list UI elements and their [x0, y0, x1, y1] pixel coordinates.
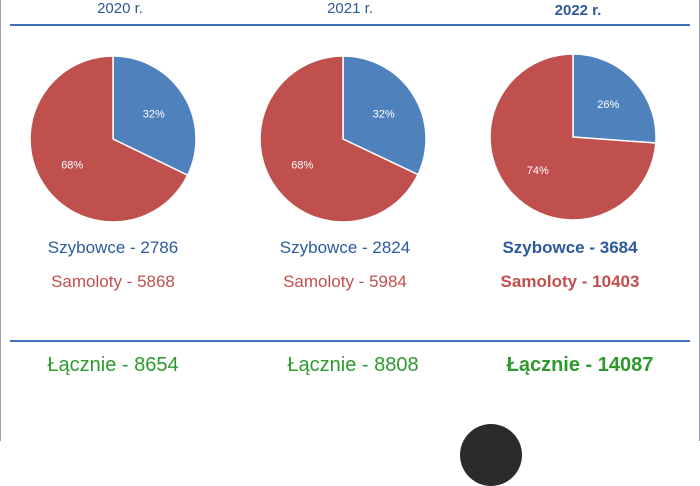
pie-percent-label: 32% [143, 108, 165, 120]
total-label-2021: Łącznie - 8808 [287, 354, 419, 376]
total-label-2022: Łącznie - 14087 [506, 354, 654, 376]
pie-percent-label: 26% [597, 99, 619, 111]
pie-slice-samoloty [489, 53, 657, 221]
pie-slice-szybowce [112, 55, 197, 177]
pie-chart-2022: 26% 74% [478, 42, 668, 232]
pie-slice-szybowce [342, 55, 427, 176]
pie-svg-2021: 32% 68% [259, 55, 427, 223]
gliders-label-2022: Szybowce - 3684 [502, 238, 638, 257]
pie-percent-label: 74% [527, 165, 549, 177]
gliders-label-2020: Szybowce - 2786 [47, 238, 179, 257]
total-label-2020: Łącznie - 8654 [47, 354, 179, 376]
circle-button-icon[interactable] [460, 424, 522, 486]
year-2021-title: 2021 r. [327, 0, 373, 17]
year-2020-title: 2020 r. [97, 0, 143, 17]
pie-slice-szybowce [572, 53, 657, 144]
pie-svg-2020: 32% 68% [29, 55, 197, 223]
pie-chart-2021: 32% 68% [248, 44, 438, 234]
planes-label-2022: Samoloty - 10403 [500, 272, 640, 291]
frame-left-border [0, 0, 1, 441]
pie-chart-2020: 32% 68% [18, 44, 208, 234]
middle-divider [10, 340, 690, 342]
top-divider [10, 24, 690, 26]
pie-percent-label: 32% [373, 108, 395, 120]
planes-label-2021: Samoloty - 5984 [283, 272, 407, 291]
planes-label-2020: Samoloty - 5868 [51, 272, 175, 291]
pie-slice-samoloty [259, 55, 419, 223]
pie-svg-2022: 26% 74% [489, 53, 657, 221]
year-2022-title: 2022 r. [554, 2, 602, 19]
pie-percent-label: 68% [291, 160, 313, 172]
gliders-label-2021: Szybowce - 2824 [279, 238, 411, 257]
pie-slice-samoloty [29, 55, 189, 223]
pie-percent-label: 68% [61, 160, 83, 172]
